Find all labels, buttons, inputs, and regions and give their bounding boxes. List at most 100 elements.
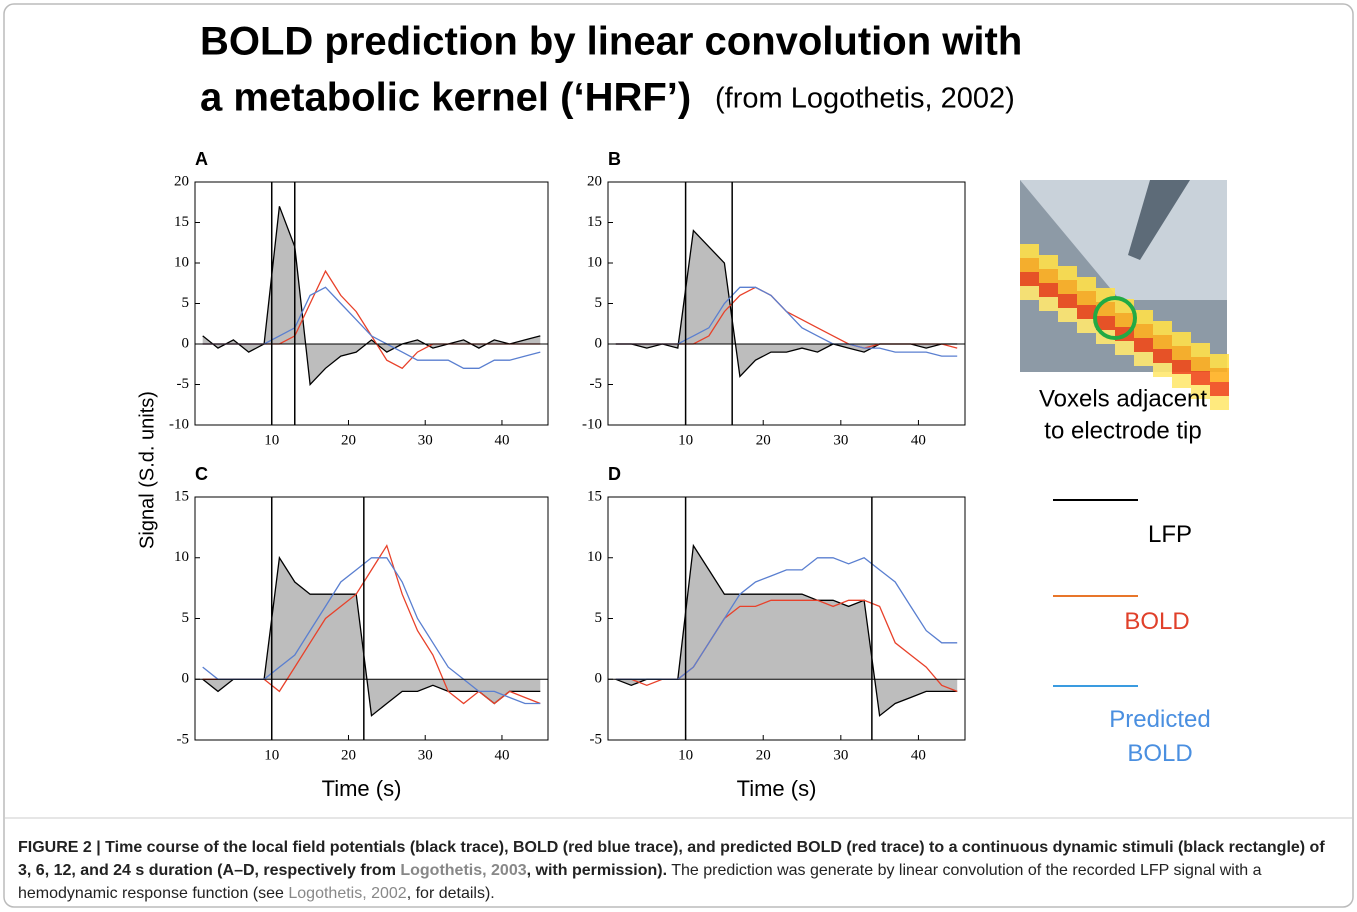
- y-tick-label: 20: [587, 173, 602, 189]
- y-tick-label: 0: [595, 671, 603, 687]
- panel-label: B: [608, 149, 621, 169]
- legend-label: BOLD: [1124, 608, 1190, 635]
- x-tick-label: 30: [418, 432, 433, 448]
- x-tick-label: 20: [341, 747, 356, 763]
- trace: [202, 269, 541, 370]
- x-tick-label: 20: [341, 432, 356, 448]
- y-tick-label: 5: [182, 610, 190, 626]
- y-tick-label: 20: [174, 173, 189, 189]
- caption-text: , with permission).: [526, 862, 668, 879]
- voxel: [1039, 283, 1058, 297]
- plot-frame: [607, 181, 966, 426]
- x-tick-label: 30: [833, 747, 848, 763]
- photo-electrode: [1128, 180, 1190, 260]
- x-tick-label: 20: [756, 432, 771, 448]
- trace: [202, 286, 541, 369]
- voxel: [1077, 305, 1096, 319]
- voxel: [1039, 269, 1058, 283]
- caption-text: FIGURE 2 | Time course of the local fiel…: [18, 839, 1325, 879]
- tip-marker: [1093, 296, 1137, 340]
- y-tick-label: -5: [590, 376, 603, 392]
- voxel: [1153, 321, 1172, 335]
- x-tick-label: 40: [911, 432, 926, 448]
- source-note: (from Logothetis, 2002): [715, 83, 1015, 115]
- y-tick-label: 15: [587, 214, 602, 230]
- voxel: [1020, 272, 1039, 286]
- voxel: [1058, 266, 1077, 280]
- voxel: [1020, 258, 1039, 272]
- voxel: [1191, 385, 1210, 399]
- y-tick-label: 5: [595, 295, 603, 311]
- voxel: [1077, 291, 1096, 305]
- lfp-area: [615, 230, 958, 377]
- figure-border: [3, 3, 1354, 908]
- voxel: [1039, 255, 1058, 269]
- image-caption: to electrode tip: [1044, 417, 1201, 444]
- voxel: [1191, 371, 1210, 385]
- x-tick-label: 10: [264, 432, 279, 448]
- voxel: [1077, 277, 1096, 291]
- image-caption: Voxels adjacent: [1039, 385, 1207, 412]
- voxel: [1172, 332, 1191, 346]
- voxel: [1020, 286, 1039, 300]
- y-tick-label: -5: [177, 376, 190, 392]
- y-tick-label: 15: [587, 488, 602, 504]
- x-tick-label: 40: [494, 432, 509, 448]
- voxel: [1058, 280, 1077, 294]
- voxel: [1058, 294, 1077, 308]
- caption-link[interactable]: Logothetis, 2003: [400, 862, 527, 879]
- y-tick-label: 10: [587, 254, 602, 270]
- photo-tissue: [1020, 180, 1227, 300]
- trace: [202, 206, 541, 386]
- legend-label: LFP: [1147, 521, 1192, 548]
- lfp-area: [202, 206, 541, 385]
- lfp-area: [615, 545, 958, 716]
- panel-label: C: [195, 464, 208, 484]
- photo: [1020, 180, 1229, 410]
- y-tick-label: 10: [587, 549, 602, 565]
- y-tick-label: -5: [590, 731, 603, 747]
- voxel: [1134, 338, 1153, 352]
- trace: [615, 229, 958, 378]
- voxel: [1191, 357, 1210, 371]
- plot-frame: [607, 496, 966, 741]
- voxel: [1115, 313, 1134, 327]
- x-axis-label: Time (s): [322, 776, 402, 801]
- voxel: [1096, 316, 1115, 330]
- voxel: [1172, 374, 1191, 388]
- voxel: [1134, 310, 1153, 324]
- voxel: [1134, 352, 1153, 366]
- x-tick-label: 40: [911, 747, 926, 763]
- caption: FIGURE 2 | Time course of the local fiel…: [18, 836, 1338, 905]
- panel-label: A: [195, 149, 208, 169]
- voxel: [1210, 368, 1229, 382]
- y-tick-label: -10: [582, 416, 602, 432]
- voxel: [1172, 360, 1191, 374]
- voxel: [1210, 354, 1229, 368]
- plot-frame: [194, 181, 549, 426]
- y-tick-label: -10: [169, 416, 189, 432]
- panel-label: D: [608, 464, 621, 484]
- voxel: [1153, 349, 1172, 363]
- x-tick-label: 20: [756, 747, 771, 763]
- x-tick-label: 10: [678, 747, 693, 763]
- x-tick-label: 30: [833, 432, 848, 448]
- voxel: [1210, 396, 1229, 410]
- voxel: [1077, 319, 1096, 333]
- voxel: [1020, 244, 1039, 258]
- caption-text: , for details).: [406, 885, 495, 902]
- y-tick-label: 0: [182, 671, 190, 687]
- caption-link[interactable]: Logothetis, 2002: [288, 885, 407, 902]
- y-axis-label: Signal (S.d. units): [136, 391, 158, 549]
- voxel: [1039, 297, 1058, 311]
- y-tick-label: 10: [174, 549, 189, 565]
- voxel: [1153, 363, 1172, 377]
- y-tick-label: 5: [595, 610, 603, 626]
- y-tick-label: 0: [595, 335, 603, 351]
- y-tick-label: 10: [174, 254, 189, 270]
- y-tick-label: -5: [177, 731, 190, 747]
- caption-text: The prediction was generate by linear co…: [18, 862, 1262, 902]
- title-line: a metabolic kernel (‘HRF’): [200, 76, 691, 120]
- x-tick-label: 40: [494, 747, 509, 763]
